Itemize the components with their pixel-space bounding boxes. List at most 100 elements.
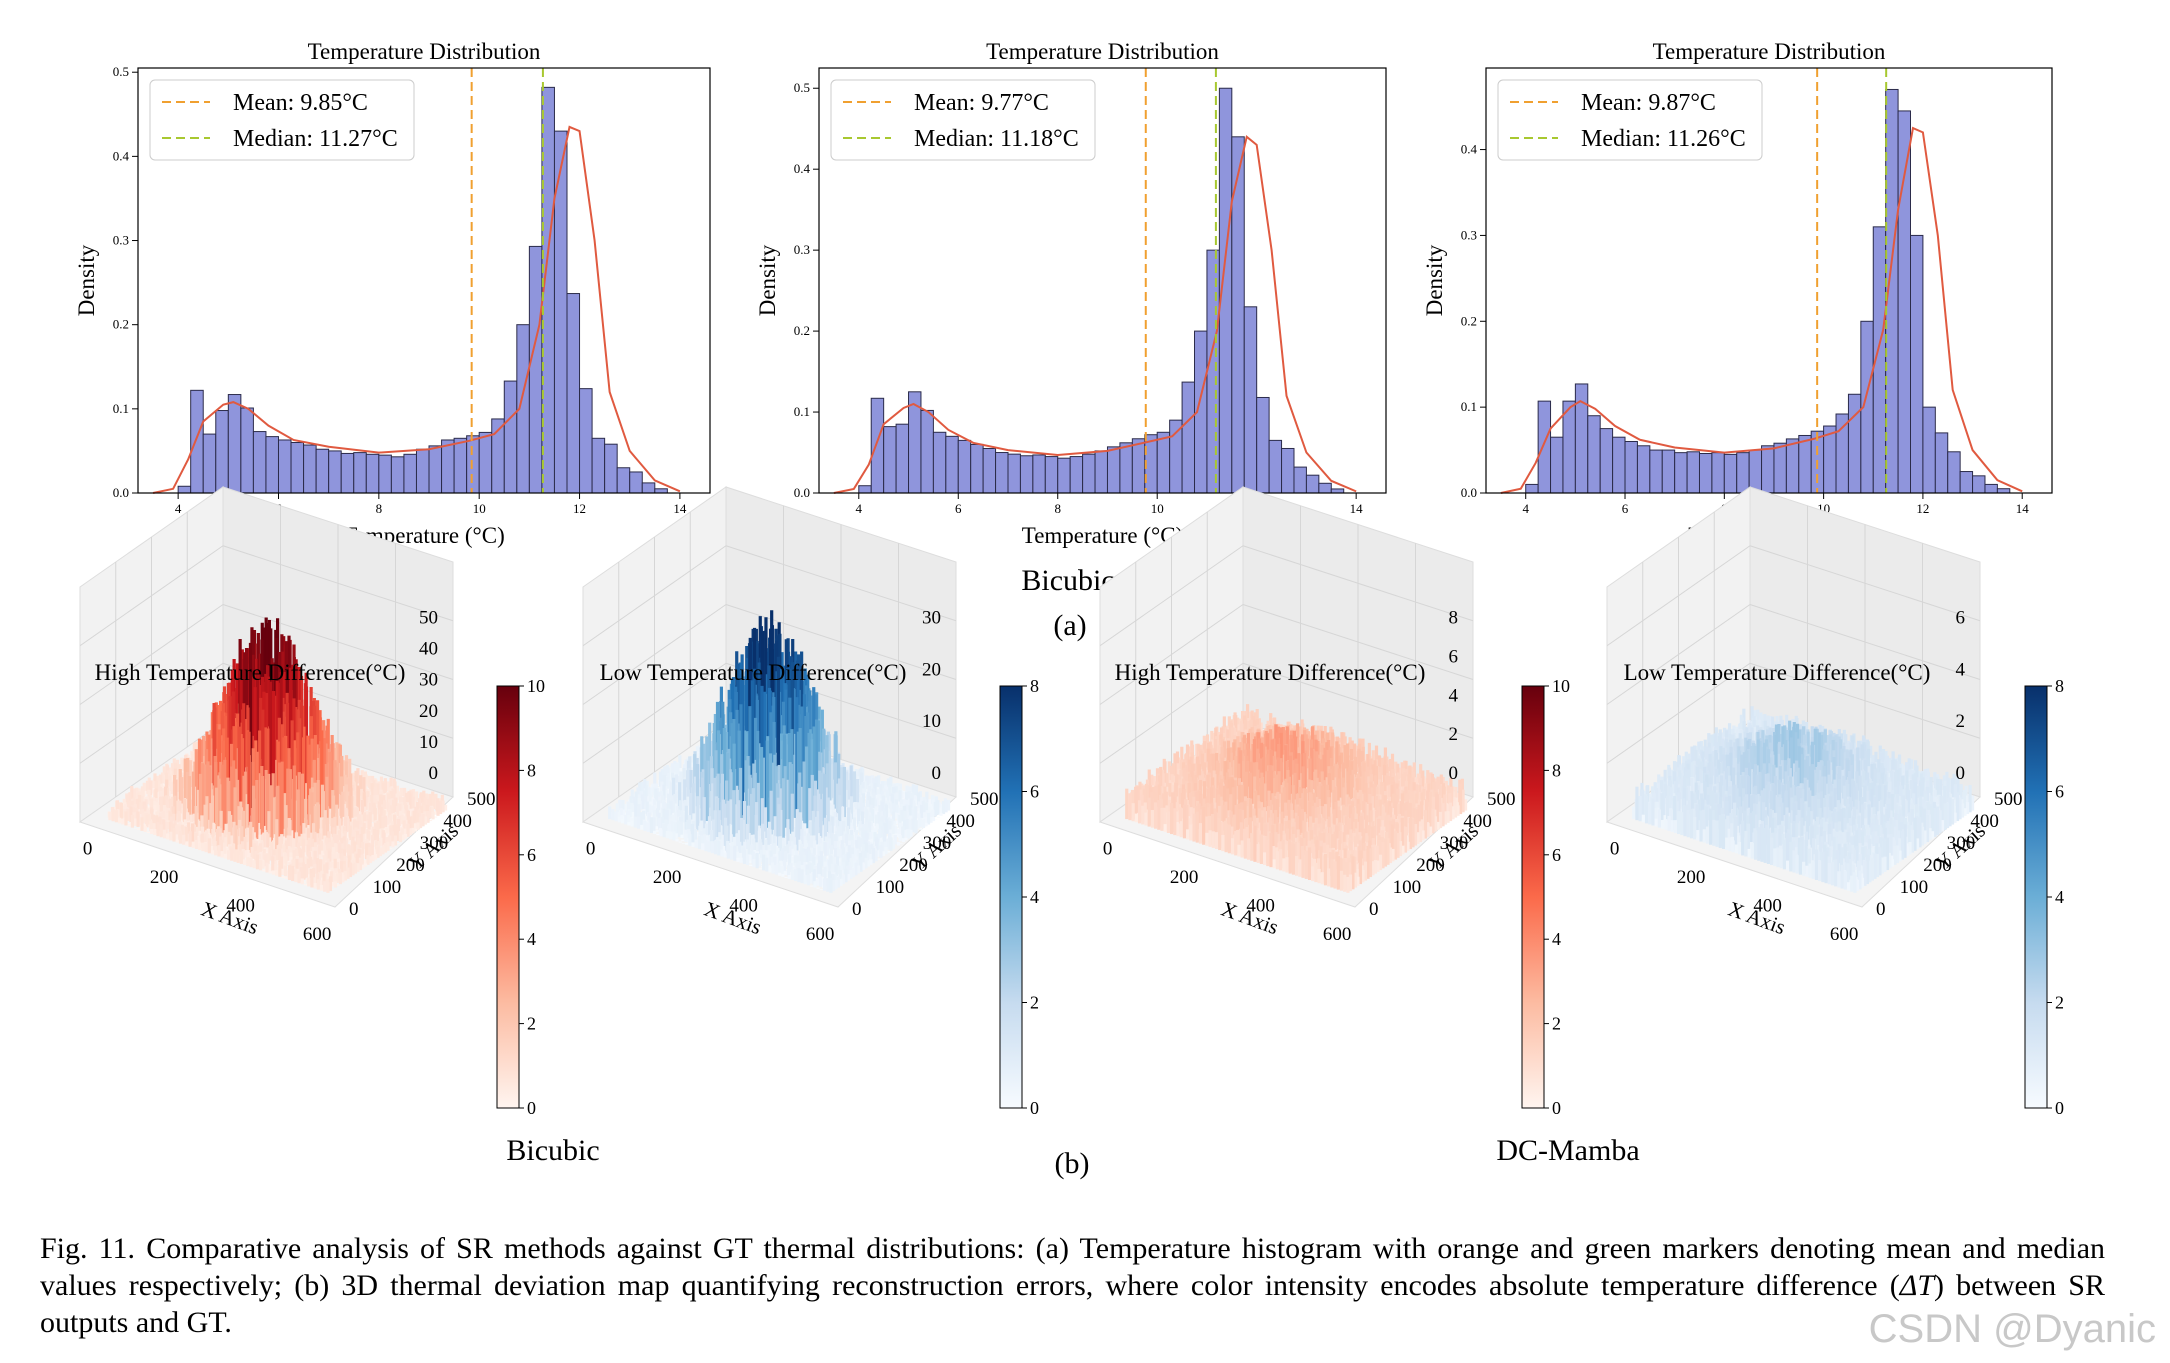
histogram-bar	[340, 452, 355, 494]
z-tick-label: 50	[419, 608, 438, 629]
y-tick-label: 400	[443, 811, 472, 832]
histogram-bar	[1119, 442, 1133, 494]
legend: Mean: 9.87°C Median: 11.26°C	[1497, 79, 1763, 161]
histogram-bar	[1305, 474, 1320, 494]
y-axis-label: Density	[1422, 244, 1447, 316]
histogram-bar	[1181, 381, 1196, 494]
histogram-bar	[982, 447, 997, 494]
histogram-bar	[1550, 436, 1564, 494]
histogram-bar	[1798, 434, 1812, 494]
x-tick-label: 12	[1916, 501, 1929, 516]
histogram-bar	[1525, 483, 1539, 494]
histogram-bar	[970, 443, 984, 494]
x-tick-label: 0	[83, 839, 93, 860]
histogram-bar	[1587, 415, 1601, 494]
histogram-bar	[895, 423, 910, 494]
legend-box	[149, 79, 415, 161]
x-tick-label: 6	[1622, 501, 1629, 516]
histogram-bar	[1947, 451, 1961, 494]
histogram-bar	[1649, 449, 1663, 494]
histogram-bar	[1711, 452, 1725, 494]
histogram-bar	[1599, 428, 1614, 494]
y-tick-label: 0.0	[113, 485, 129, 500]
histogram-bar	[1574, 383, 1589, 494]
histogram-bar	[1661, 449, 1676, 494]
histogram-bar	[1835, 413, 1849, 494]
histogram-bar	[1761, 445, 1775, 494]
y-tick-label: 0.2	[113, 317, 129, 332]
y-tick-label: 0.3	[794, 242, 810, 257]
histogram-bar	[1686, 451, 1700, 494]
axes-frame	[818, 67, 1387, 494]
histogram-bar	[202, 433, 217, 494]
histogram-bar	[1156, 431, 1171, 494]
histogram-bar	[177, 485, 192, 494]
histogram-bar	[1044, 456, 1059, 494]
histogram-bar	[466, 435, 480, 494]
histogram-bar	[1748, 449, 1763, 494]
histogram-bar	[453, 437, 468, 494]
legend: Mean: 9.77°C Median: 11.18°C	[830, 79, 1096, 161]
x-tick-label: 200	[150, 867, 179, 888]
surface-title: High Temperature Difference(°C)	[95, 660, 406, 685]
histogram-bar	[277, 439, 292, 494]
legend-mean-label: Mean: 9.77°C	[914, 90, 1049, 116]
histogram-bar	[378, 454, 392, 494]
histogram-bar	[503, 380, 518, 494]
legend: Mean: 9.85°C Median: 11.27°C	[149, 79, 415, 161]
y-tick-label: 0.1	[113, 401, 129, 416]
x-tick-label: 10	[1151, 501, 1164, 516]
histogram-bar	[1736, 452, 1750, 494]
colorbar-tick-label: 0	[527, 1098, 536, 1118]
histogram-bar	[328, 450, 342, 494]
y-tick-label: 0.2	[1461, 313, 1477, 328]
histogram-bar	[1281, 447, 1295, 494]
histogram-bar	[1674, 452, 1688, 494]
histogram-bar	[290, 442, 305, 494]
axes-frame	[137, 67, 711, 494]
legend-mean-label: Mean: 9.85°C	[233, 90, 368, 116]
histogram-bar	[1032, 454, 1046, 494]
colorbar-tick-label: 4	[527, 929, 536, 949]
x-tick-label: 14	[1350, 501, 1364, 516]
legend-box	[1497, 79, 1763, 161]
chart-title: Temperature Distribution	[986, 39, 1219, 64]
y-tick-label: 100	[373, 877, 402, 898]
histogram-bar	[1959, 471, 1974, 494]
x-tick-label: 6	[955, 501, 962, 516]
histogram-bar	[252, 431, 267, 494]
histogram-bar	[1636, 445, 1651, 494]
kde-line	[833, 135, 1357, 494]
histogram-bar	[303, 444, 317, 494]
y-tick-label: 0.4	[1461, 142, 1478, 157]
histogram-bar	[1922, 406, 1936, 494]
y-tick-label: 0.5	[113, 64, 129, 79]
y-tick-label: 200	[396, 855, 425, 876]
colorbar: 0 2 4 6 8 10	[496, 676, 545, 1118]
y-tick-label: 0.2	[794, 323, 810, 338]
histogram-bar	[403, 453, 417, 494]
legend-median-label: Median: 11.26°C	[1581, 126, 1746, 152]
histogram-bar	[1698, 453, 1713, 494]
histogram-bar	[1169, 419, 1183, 494]
histogram-bar	[1612, 436, 1626, 494]
x-tick-label: 4	[1522, 501, 1529, 516]
legend-median-label: Median: 11.27°C	[233, 126, 398, 152]
legend-mean-label: Mean: 9.87°C	[1581, 90, 1716, 116]
x-tick-label: 14	[673, 501, 687, 516]
histogram-bar	[579, 388, 593, 494]
histogram-bar	[240, 407, 254, 494]
y-axis-label: Density	[74, 244, 99, 316]
histogram-bar	[428, 445, 443, 494]
chart-title: Temperature Distribution	[1653, 39, 1886, 64]
grid-line	[582, 545, 727, 647]
y-tick-label: 0.3	[113, 233, 129, 248]
panel-sublabel: Bicubic	[1021, 564, 1114, 597]
histogram-bar	[629, 471, 643, 494]
x-tick-label: 12	[573, 501, 586, 516]
legend-box	[830, 79, 1096, 161]
